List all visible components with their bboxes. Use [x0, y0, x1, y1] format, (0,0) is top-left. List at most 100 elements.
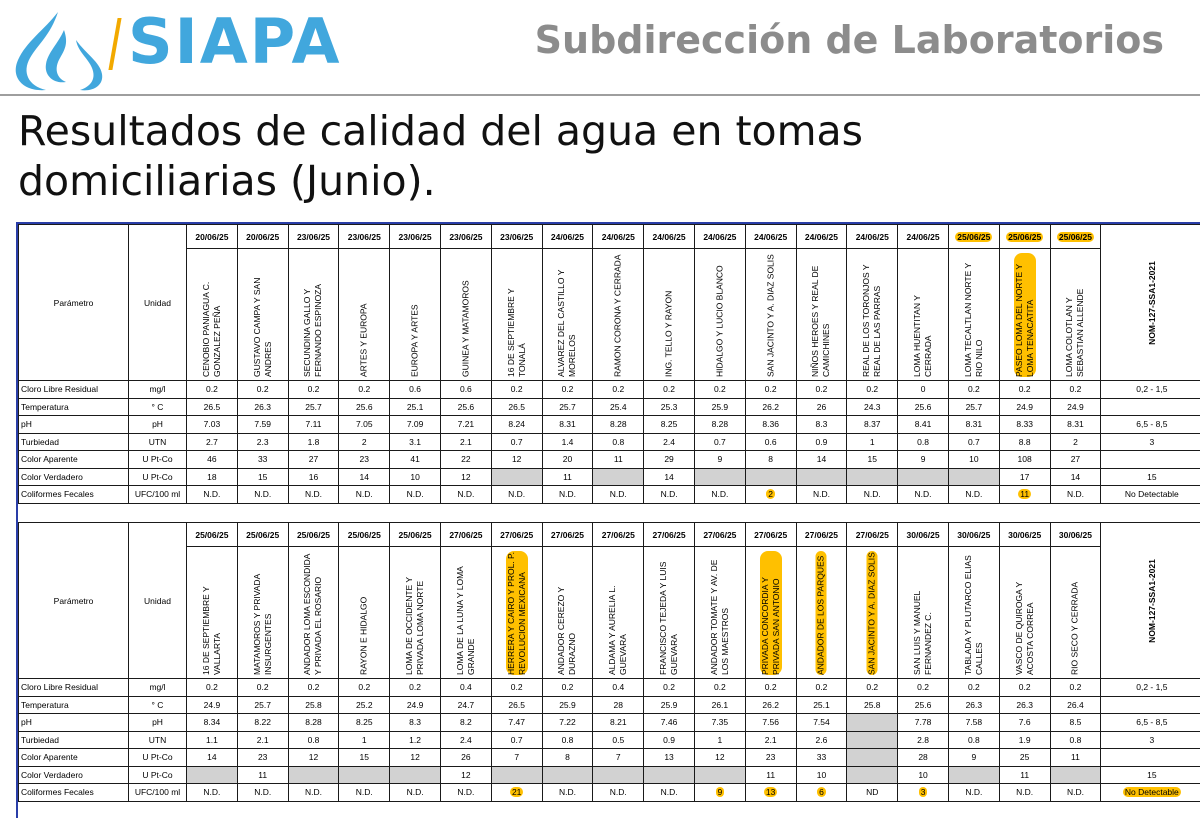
sample-date: 24/06/25 [601, 231, 635, 242]
parameter-name: Temperatura [21, 699, 69, 710]
result-value: 8.21 [610, 717, 627, 728]
sample-date: 27/06/25 [550, 529, 585, 540]
result-value: 26.3 [254, 401, 271, 412]
result-value: 0.8 [1069, 734, 1082, 745]
result-value: 25.8 [863, 699, 881, 710]
result-value: 2.4 [663, 436, 675, 447]
result-value: 8.36 [762, 419, 779, 430]
result-value: 14 [664, 471, 674, 482]
result-value: 11 [563, 471, 572, 482]
result-value: N.D. [914, 489, 932, 500]
water-drop-icon [15, 12, 103, 91]
result-value: 14 [207, 752, 217, 763]
result-value: 10 [969, 454, 979, 465]
result-value: 23 [257, 752, 268, 763]
sample-location: ANDADOR DE LOS PARQUES [815, 550, 827, 675]
result-value: 33 [816, 752, 827, 763]
sample-location: MATAMOROS Y PRIVADA INSURGENTES [251, 573, 273, 675]
result-value: 11 [258, 769, 268, 780]
result-value: 8.24 [508, 419, 525, 430]
result-value: N.D. [660, 787, 678, 798]
result-value: 0.2 [256, 384, 269, 395]
parameter-unit: UTN [128, 730, 187, 749]
result-value: 0.8 [917, 436, 929, 447]
result-value: 1.2 [409, 734, 421, 745]
table-row: Color Aparente U Pt-Co 46 33 27 23 41 22 12 20 11 2… [18, 450, 1200, 469]
sample-date: 25/06/25 [195, 529, 229, 540]
result-value: 0.8 [612, 436, 625, 447]
result-value: 7.22 [559, 717, 576, 728]
result-value: 7.03 [203, 419, 221, 430]
norm-limit: 15 [1147, 471, 1157, 482]
norm-header: NOM-127-SSA1-2021 [1146, 558, 1157, 643]
result-value: 0.2 [1018, 682, 1031, 693]
water-quality-table: Parámetro Unidad 25/06/25 25/06/25 25/06/25 2… [18, 522, 1200, 802]
result-value: 1 [361, 734, 367, 745]
result-value: 26 [461, 752, 471, 763]
parameter-unit: mg/l [128, 380, 187, 399]
result-value: 2.1 [459, 436, 472, 447]
sample-location: ANDADOR CEREZO Y DURAZNO [556, 586, 578, 675]
table-row: pH pH 8.34 8.22 8.28 8.25 8.3 8.2 7.47 7.22 8.21 7.… [18, 713, 1200, 732]
sample-location: ARTES Y EUROPA [358, 302, 369, 377]
result-value: 24.3 [863, 401, 881, 412]
result-value: 0.8 [307, 734, 320, 745]
result-value: 26 [816, 401, 827, 412]
result-value: 13 [763, 787, 778, 798]
result-value: 8.28 [305, 717, 322, 728]
result-value: 7.54 [813, 717, 830, 728]
sample-date: 27/06/25 [601, 529, 635, 540]
table-row: Color Aparente U Pt-Co 14 23 12 15 12 26 7 8 7 13 12… [18, 748, 1200, 767]
result-value: 7.09 [406, 419, 424, 430]
result-value: 12 [511, 454, 522, 465]
sample-location: ANDADOR TOMATE Y AV. DE LOS MAESTROS [708, 559, 730, 675]
sample-location: SAN JACINTO Y A. DIAZ SOLIS [765, 253, 776, 377]
unit-header: Unidad [128, 224, 187, 381]
parameter-unit: UFC/100 ml [128, 783, 187, 802]
result-value: 7.47 [508, 717, 525, 728]
result-value: 2 [361, 436, 367, 447]
result-value: N.D. [457, 489, 475, 500]
result-value: 8.28 [711, 419, 729, 430]
result-value: 24.9 [203, 699, 221, 710]
result-value: 0.2 [307, 682, 320, 693]
result-value: 3.1 [409, 436, 421, 447]
result-value: 25.2 [356, 699, 373, 710]
result-value: 14 [1070, 471, 1081, 482]
result-value: 25.7 [254, 699, 271, 710]
result-value: 8.8 [1018, 436, 1031, 447]
result-value: N.D. [1066, 489, 1084, 500]
result-value: 25.7 [965, 401, 983, 412]
result-value: 21 [509, 787, 524, 798]
result-value: 11 [1071, 752, 1080, 763]
result-value: N.D. [558, 787, 576, 798]
result-value: 0.2 [866, 384, 879, 395]
result-value: 0.9 [815, 436, 828, 447]
result-value: 0.2 [764, 682, 777, 693]
result-value: 0.2 [967, 682, 980, 693]
parameter-name: pH [21, 717, 32, 728]
result-value: 0.2 [764, 384, 777, 395]
sample-date: 25/06/25 [246, 529, 280, 540]
result-value: 7.58 [965, 717, 983, 728]
sample-location: LOMA DE LA LUNA Y LOMA GRANDE [454, 566, 476, 675]
sample-date: 25/06/25 [347, 529, 381, 540]
result-value: N.D. [355, 787, 373, 798]
result-value: 2 [766, 489, 776, 500]
result-value: 12 [461, 471, 471, 482]
result-value: 8.3 [409, 717, 421, 728]
result-value: 22 [461, 454, 471, 465]
result-value: 0.2 [358, 682, 371, 693]
table-row: Cloro Libre Residual mg/l 0.2 0.2 0.2 0.2 0.6 0… [18, 380, 1200, 399]
parameter-name: Cloro Libre Residual [21, 384, 99, 395]
result-value: 0.4 [612, 682, 625, 693]
result-value: 10 [918, 769, 928, 780]
result-value: 9 [715, 787, 725, 798]
result-value: 8.41 [914, 419, 932, 430]
parameter-unit: UTN [128, 432, 187, 451]
result-value: 8.3 [815, 419, 828, 430]
result-value: N.D. [254, 489, 272, 500]
result-value: 0.5 [612, 734, 625, 745]
result-value: 10 [410, 471, 420, 482]
sample-date: 25/06/25 [398, 529, 432, 540]
